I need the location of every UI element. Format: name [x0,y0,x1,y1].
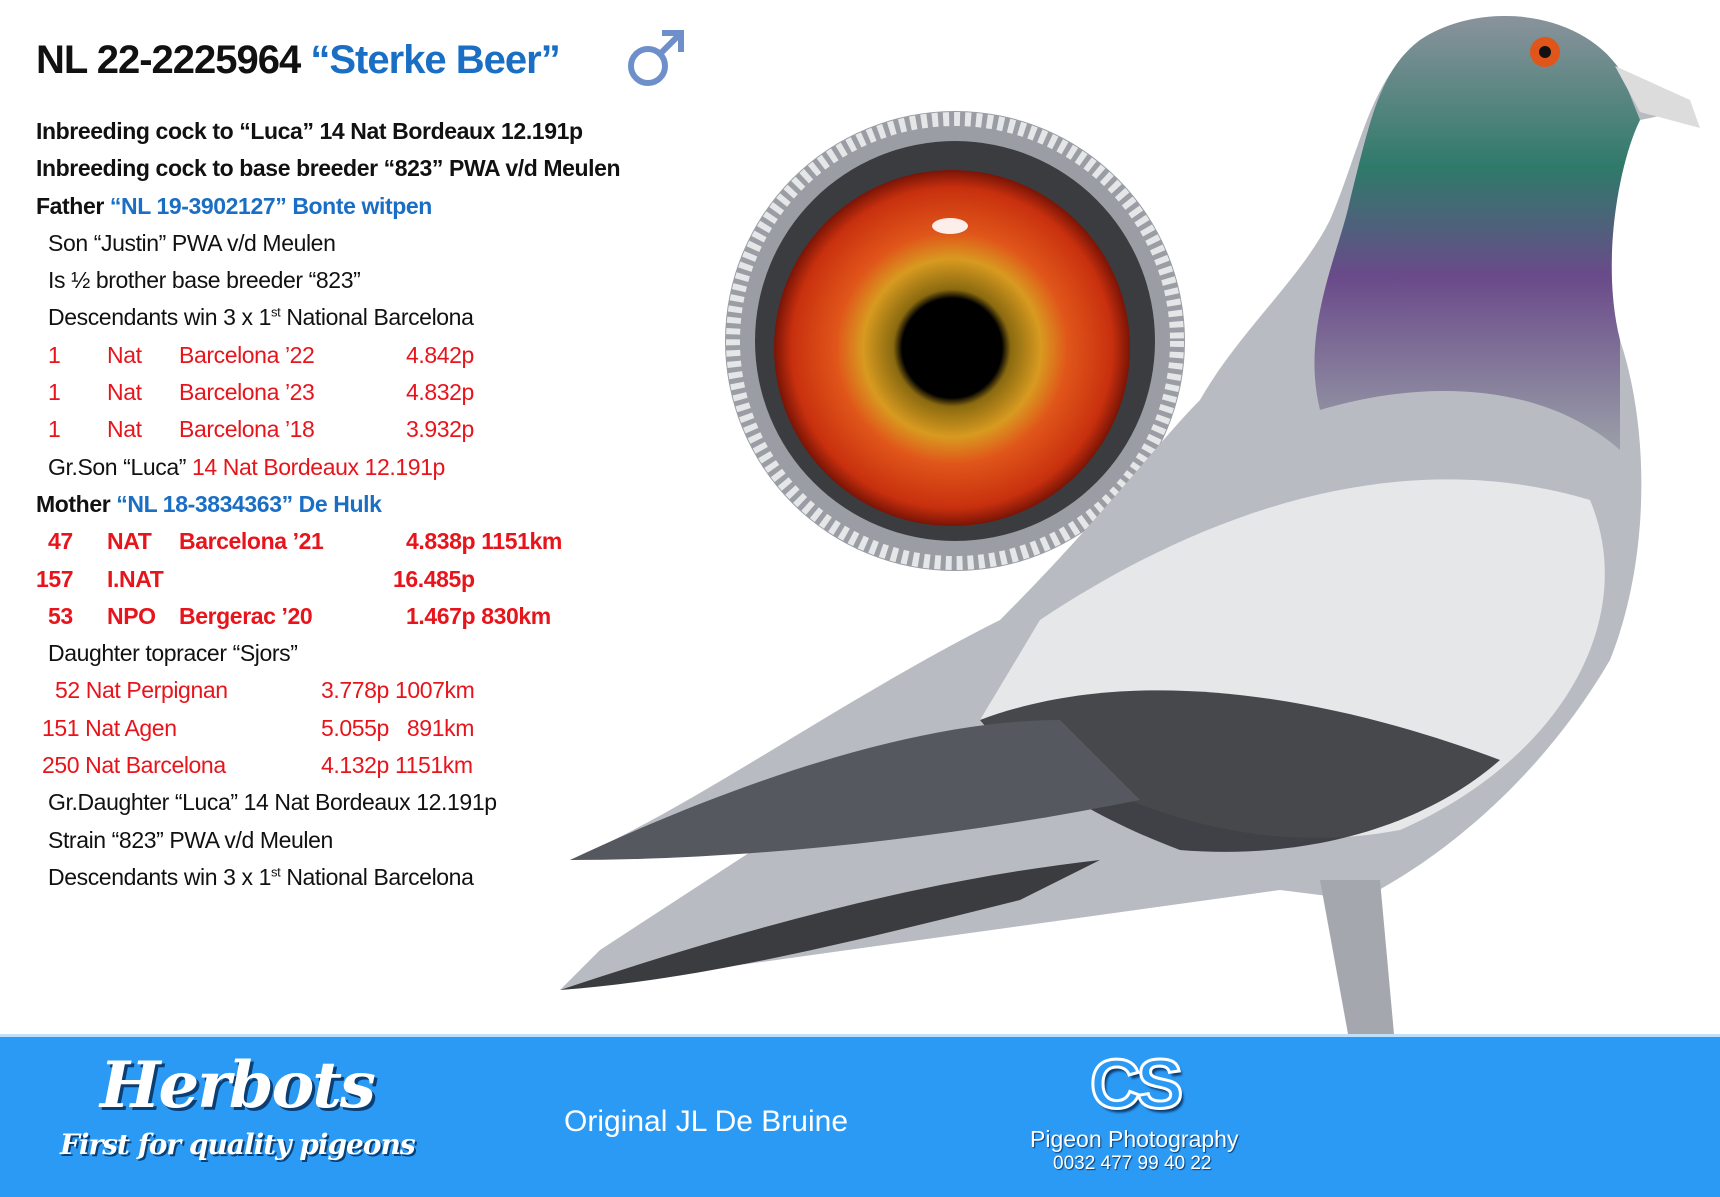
herbots-logo: Herbots [100,1048,376,1123]
mother-result-row: 53 NPO Bergerac ’20 1.467p 830km [48,602,551,629]
mother-label: Mother [36,490,111,517]
intro-line: Inbreeding cock to “Luca” 14 Nat Bordeau… [36,118,583,144]
daughter-line: Daughter topracer “Sjors” [48,640,298,667]
father-result-row: 1 Nat Barcelona ’23 4.832p [48,379,474,406]
grandson-line: Gr.Son “Luca” 14 Nat Bordeaux 12.191p [48,453,445,480]
daughter-result-row: 151 Nat Agen 5.055p 891km [42,714,474,741]
father-label: Father [36,192,104,219]
mother-heading: Mother “NL 18-3834363” De Hulk [36,486,620,523]
intro-line: Inbreeding cock to base breeder “823” PW… [36,155,621,182]
page-title: NL 22-2225964 “Sterke Beer” [36,38,561,83]
father-heading: Father “NL 19-3902127” Bonte witpen [36,188,620,225]
phone-number: 0032 477 99 40 22 [1053,1153,1212,1174]
ring-number: NL 22-2225964 [36,38,301,82]
mother-id: “NL 18-3834363” De Hulk [116,490,382,517]
credit-text: Original JL De Bruine [564,1105,849,1138]
father-result-row: 1 Nat Barcelona ’22 4.842p [48,341,474,368]
male-symbol-icon [628,30,684,86]
daughter-result-row: 250 Nat Barcelona 4.132p 1151km [42,752,473,779]
footer-banner [0,1034,1720,1197]
cs-logo: CS [1088,1044,1184,1125]
mother-result-row: 157 I.NAT 16.485p [36,565,475,592]
pigeon-photo [560,16,1700,1162]
pigeon-name: “Sterke Beer” [310,38,560,82]
father-descendants: Descendants win 3 x 1st National Barcelo… [48,304,474,331]
pedigree-text: Inbreeding cock to “Luca” 14 Nat Bordeau… [36,113,621,896]
father-id: “NL 19-3902127” Bonte witpen [109,192,432,219]
mother-result-row: 47 NAT Barcelona ’21 4.838p 1151km [48,528,562,555]
mother-descendants: Descendants win 3 x 1st National Barcelo… [48,863,474,890]
father-result-row: 1 Nat Barcelona ’18 3.932p [48,416,474,443]
strain-line: Strain “823” PWA v/d Meulen [48,826,333,853]
herbots-slogan: First for quality pigeons [60,1128,416,1161]
photography-name: Pigeon Photography [1030,1126,1239,1152]
eye-photo [725,111,1185,571]
father-note: Son “Justin” PWA v/d Meulen [48,229,336,256]
daughter-result-row: 52 Nat Perpignan 3.778p 1007km [55,677,475,704]
father-note: Is ½ brother base breeder “823” [48,267,361,294]
granddaughter-line: Gr.Daughter “Luca” 14 Nat Bordeaux 12.19… [48,789,497,816]
